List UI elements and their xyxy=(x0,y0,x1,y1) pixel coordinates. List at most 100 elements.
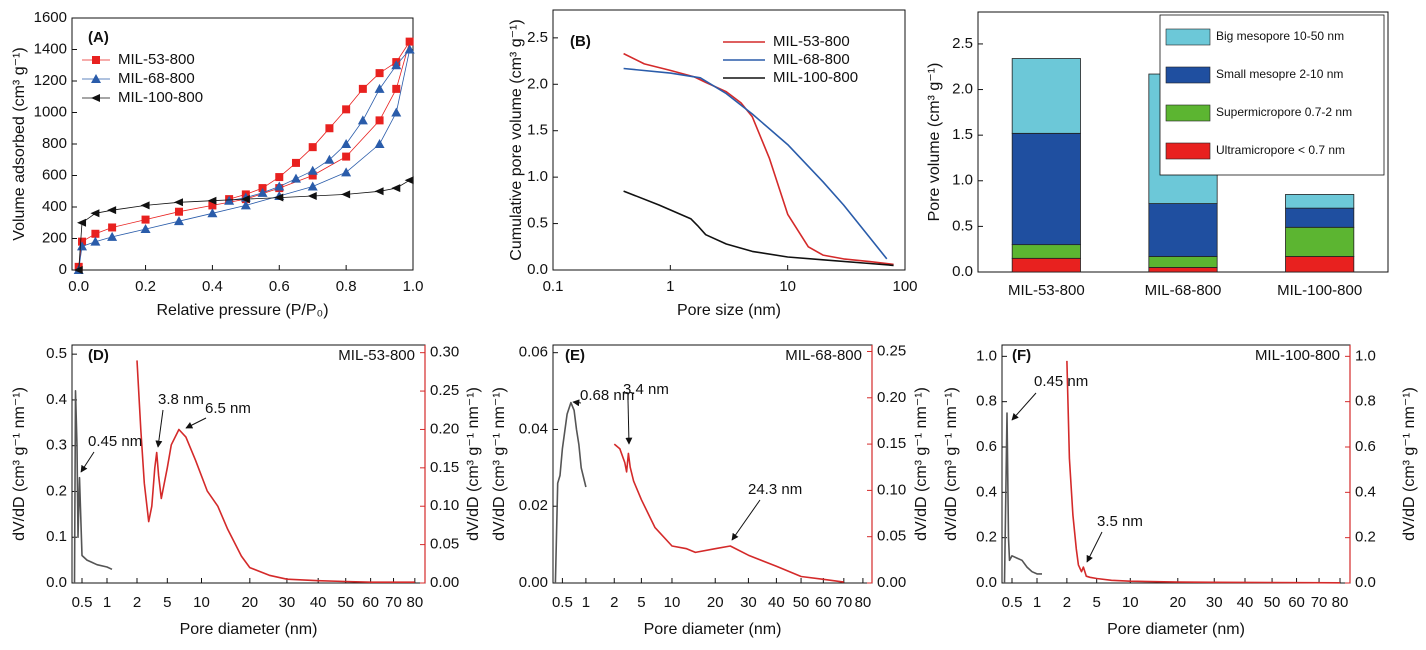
annotation-arrow xyxy=(1011,392,1037,421)
annotation: 3.5 nm xyxy=(1097,513,1143,530)
bar-segment xyxy=(1285,194,1355,209)
data-point xyxy=(274,181,285,191)
x-tick-label: 80 xyxy=(406,594,423,611)
y-tick-label: 0.25 xyxy=(430,382,459,399)
data-point xyxy=(404,176,414,185)
y-axis-title: dV/dD (cm³ g⁻¹ nm⁻¹) xyxy=(943,387,960,541)
y-axis-title: Pore volume (cm³ g⁻¹) xyxy=(926,63,943,222)
data-point xyxy=(141,215,150,224)
data-point xyxy=(90,236,101,246)
y-axis-title: Cumulative pore volume (cm³ g⁻¹) xyxy=(508,19,525,260)
y-tick-label: 1.0 xyxy=(1355,347,1376,364)
bar-segment xyxy=(1011,58,1081,134)
y-tick-label: 0.15 xyxy=(430,459,459,476)
legend-swatch xyxy=(1165,28,1211,46)
x-tick-label: 1 xyxy=(1033,594,1041,611)
y-tick-label: 800 xyxy=(42,135,67,152)
x-tick-label: 0.5 xyxy=(552,594,573,611)
x-tick-label: 5 xyxy=(1093,594,1101,611)
y-tick-label: 0.4 xyxy=(46,391,67,408)
x-tick-label: 0.5 xyxy=(72,594,93,611)
x-tick-label: 0.1 xyxy=(543,278,564,295)
bar-segment xyxy=(1148,267,1218,273)
legend-label: MIL-100-800 xyxy=(773,69,858,86)
data-line xyxy=(623,67,888,260)
data-point xyxy=(90,209,100,218)
data-line xyxy=(1003,412,1042,584)
x-tick-label: 5 xyxy=(637,594,645,611)
data-point xyxy=(375,69,384,78)
data-point xyxy=(240,195,250,204)
annotation: 0.68 nm xyxy=(580,387,634,404)
x-tick-label: 40 xyxy=(768,594,785,611)
y-tick-label: 0.10 xyxy=(430,497,459,514)
x-tick-label: 1 xyxy=(666,278,674,295)
y-tick-label: 0.00 xyxy=(877,574,906,591)
y-tick-label: 0.0 xyxy=(46,574,67,591)
data-point xyxy=(374,187,384,196)
legend-label: Supermicropore 0.7-2 nm xyxy=(1216,105,1352,119)
x-tick-label: 0.8 xyxy=(336,278,357,295)
x-tick-label: 0.5 xyxy=(1002,594,1023,611)
y-tick-label: 2.5 xyxy=(527,29,548,46)
data-point xyxy=(108,223,117,232)
y-tick-label: 200 xyxy=(42,229,67,246)
x-tick-label: 50 xyxy=(1264,594,1281,611)
data-point xyxy=(375,116,384,125)
panel-label: (D) xyxy=(88,347,109,364)
y-tick-label: 0.6 xyxy=(976,438,997,455)
y-tick-label: 2.0 xyxy=(527,75,548,92)
x-tick-label: 50 xyxy=(337,594,354,611)
legend-label: Small mesopre 2-10 nm xyxy=(1216,67,1343,81)
y-tick-label: 0.05 xyxy=(877,528,906,545)
data-point xyxy=(308,143,317,152)
x-tick-label: MIL-100-800 xyxy=(1277,282,1362,299)
data-point xyxy=(341,190,351,199)
data-point xyxy=(77,218,87,227)
x-tick-label: MIL-53-800 xyxy=(1008,282,1085,299)
y-tick-label: 0.1 xyxy=(46,528,67,545)
y-tick-label: 1000 xyxy=(34,103,67,120)
plot-frame xyxy=(552,9,906,271)
y-tick-label: 0 xyxy=(59,261,67,278)
y-axis-title: dV/dD (cm³ g⁻¹ nm⁻¹) xyxy=(11,387,28,541)
x-tick-label: 70 xyxy=(835,594,852,611)
data-point xyxy=(257,187,268,197)
x-tick-label: 10 xyxy=(779,278,796,295)
data-line xyxy=(623,190,894,267)
y-tick-label: 600 xyxy=(42,166,67,183)
data-point xyxy=(173,216,184,226)
x-tick-label: 80 xyxy=(855,594,872,611)
legend-label: MIL-68-800 xyxy=(773,51,850,68)
x-tick-label: 10 xyxy=(1122,594,1139,611)
x-tick-label: 30 xyxy=(279,594,296,611)
x-tick-label: 2 xyxy=(1063,594,1071,611)
y-tick-label: 0.04 xyxy=(519,420,548,437)
bar-segment xyxy=(1148,256,1218,268)
data-point xyxy=(404,44,415,54)
y-tick-label: 0.0 xyxy=(952,263,973,280)
x-axis-title: Pore diameter (nm) xyxy=(1107,621,1245,638)
x-tick-label: 20 xyxy=(1169,594,1186,611)
data-line xyxy=(73,390,113,584)
sample-label: MIL-68-800 xyxy=(785,347,862,364)
y-tick-label: 2.5 xyxy=(952,35,973,52)
x-tick-label: 2 xyxy=(610,594,618,611)
data-point xyxy=(374,83,385,93)
bar-segment xyxy=(1285,207,1355,228)
data-point xyxy=(107,231,118,241)
y-tick-label: 400 xyxy=(42,198,67,215)
data-point xyxy=(341,167,352,177)
data-point xyxy=(208,201,217,210)
bar-segment xyxy=(1148,203,1218,257)
data-point xyxy=(325,124,334,133)
sample-label: MIL-100-800 xyxy=(1255,347,1340,364)
data-line xyxy=(613,443,844,583)
panel-label: (E) xyxy=(565,347,585,364)
y-axis-title: Volume adsorbed (cm³ g⁻¹) xyxy=(11,47,28,240)
data-point xyxy=(405,37,414,46)
x-tick-label: 0.4 xyxy=(202,278,223,295)
y-tick-label: 0.0 xyxy=(527,261,548,278)
